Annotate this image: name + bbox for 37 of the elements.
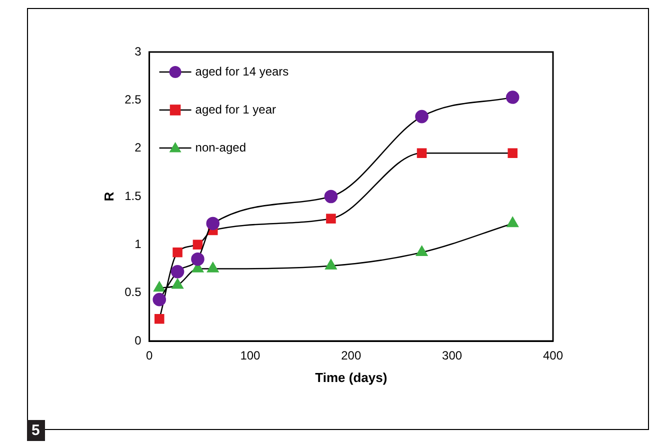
x-tick-label: 400: [542, 348, 564, 363]
x-tick-label: 300: [442, 348, 462, 363]
point: [416, 246, 428, 256]
point: [416, 148, 427, 158]
point: [192, 240, 203, 250]
y-tick-label: 3: [134, 44, 142, 58]
point: [172, 278, 184, 289]
point: [506, 216, 518, 228]
point: [324, 190, 338, 204]
legend-label: aged for 14 years: [195, 64, 289, 78]
x-tick-label: 200: [341, 348, 362, 363]
x-tick-label: 100: [240, 348, 261, 363]
point: [326, 214, 336, 224]
point: [152, 292, 166, 306]
x-axis-title: Time (days): [315, 370, 388, 385]
y-axis-title: R: [101, 191, 116, 202]
point: [170, 264, 184, 278]
point: [154, 281, 166, 292]
legend-label: non-aged: [195, 140, 246, 154]
text: 5: [26, 420, 45, 441]
y-tick-label: 0.5: [124, 285, 142, 300]
point: [191, 252, 204, 266]
point: [154, 314, 164, 324]
legend-label: aged for 1 year: [195, 102, 276, 116]
point: [506, 90, 520, 104]
y-tick-label: 1.5: [124, 188, 142, 203]
point: [508, 148, 518, 158]
point: [325, 259, 337, 270]
point: [415, 110, 428, 124]
y-tick-label: 2: [134, 140, 142, 155]
point: [207, 262, 219, 272]
y-tick-label: 0: [134, 333, 142, 348]
x-tick-label: 0: [146, 348, 153, 363]
point: [206, 216, 220, 230]
y-tick-label: 2.5: [124, 92, 142, 106]
y-tick-label: 1: [134, 236, 142, 251]
point: [172, 247, 182, 258]
